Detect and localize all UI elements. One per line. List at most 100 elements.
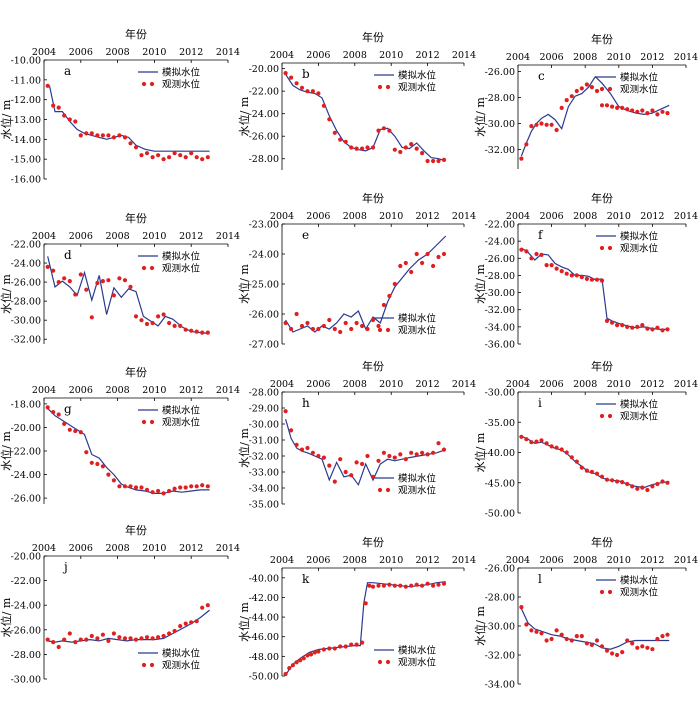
observed-point [625, 638, 630, 643]
panel-letter: l [538, 572, 542, 586]
legend-dot-swatch [385, 487, 391, 493]
chart-panel-f: 年份 2004 2006 2008 2010 2012 2014 -22.00 -24.00 -2… [473, 191, 698, 351]
y-tick-label: -24.00 [249, 250, 279, 261]
observed-point [436, 158, 441, 164]
observed-point [594, 471, 600, 476]
chart-panel-l: 年份 2004 2006 2008 2010 2012 2014 -26.00 -28.00 -3… [473, 535, 698, 691]
x-tick-label: 2010 [379, 211, 403, 222]
observed-point [205, 155, 210, 160]
observed-point [604, 103, 610, 108]
observed-point [294, 311, 299, 317]
observed-point [84, 637, 89, 642]
observed-point [409, 269, 414, 275]
observed-point [305, 320, 310, 326]
observed-point [554, 628, 559, 633]
observed-point [610, 651, 615, 656]
observed-point [414, 146, 419, 151]
panel-letter: k [302, 572, 310, 586]
observed-point [183, 485, 188, 490]
observed-point [544, 263, 549, 268]
observed-point [343, 320, 348, 326]
observed-point [150, 490, 155, 495]
observed-point [354, 146, 359, 151]
y-tick-label: -26.00 [11, 494, 41, 505]
observed-point [122, 135, 128, 140]
y-tick-label: -30.00 [485, 119, 515, 130]
x-tick-label: 2014 [452, 211, 476, 222]
observed-point [420, 260, 425, 266]
x-tick-label: 2010 [607, 211, 631, 222]
y-tick-label: -30.00 [485, 622, 515, 633]
observed-point [338, 457, 343, 462]
x-tick-label: 2008 [106, 543, 130, 554]
observed-point [349, 145, 354, 150]
y-tick-label: -20.00 [249, 64, 279, 75]
chart-panel-b: 年份 2004 2006 2008 2010 2012 2014 -20.00 -22.00 -2… [237, 30, 476, 170]
observed-point [343, 139, 348, 144]
simulated-series-line [47, 408, 210, 494]
observed-point [194, 619, 199, 624]
x-tick-label: 2008 [573, 379, 597, 390]
observed-point [615, 105, 620, 110]
panel-letter: i [538, 396, 542, 410]
legend-dot-swatch [149, 81, 155, 87]
x-tick-label: 2012 [640, 555, 664, 566]
observed-point [301, 656, 306, 661]
observed-point [287, 666, 292, 671]
y-tick-label: -28.00 [485, 593, 515, 604]
observed-point [665, 632, 670, 637]
observed-point [67, 427, 72, 432]
chart-panel-h: 年份 2004 2006 2008 2010 2012 2014 -28.00 -29.00 -3… [237, 359, 476, 511]
observed-point [584, 276, 590, 281]
x-tick-label: 2014 [674, 52, 698, 63]
observed-point [436, 254, 441, 260]
observed-point [310, 450, 315, 455]
observed-point [529, 256, 534, 261]
y-tick-label: -26.00 [485, 67, 515, 78]
observed-point [62, 421, 67, 426]
observed-point [117, 133, 122, 138]
observed-point [604, 477, 610, 482]
observed-point [655, 112, 660, 117]
observed-point [106, 278, 111, 283]
observed-point [549, 263, 554, 268]
observed-point [95, 461, 100, 467]
observed-point [62, 276, 67, 281]
observed-point [625, 107, 630, 112]
observed-point [441, 251, 447, 257]
y-axis-title: 水位/ m [473, 97, 487, 137]
observed-point [365, 453, 370, 459]
observed-point [539, 121, 544, 126]
y-tick-label: -50.00 [485, 509, 515, 520]
y-tick-label: -30.00 [11, 316, 41, 327]
observed-point [139, 485, 144, 490]
observed-point [630, 484, 635, 489]
observed-point [354, 642, 359, 647]
observed-point [524, 437, 529, 442]
legend-dot-swatch [141, 265, 147, 271]
observed-point [534, 122, 539, 127]
observed-point [392, 583, 397, 588]
observed-point [425, 452, 430, 457]
x-tick-label: 2014 [216, 543, 240, 554]
x-axis-title: 年份 [125, 27, 147, 41]
chart-panel-g: 年份 2004 2006 2008 2010 2012 2014 -18.00 -20.00 -2… [0, 365, 240, 505]
observed-point [332, 326, 337, 332]
y-tick-label: -45.00 [485, 478, 515, 489]
panel-letter: c [538, 69, 545, 83]
observed-point [381, 583, 386, 588]
observed-point [599, 474, 605, 479]
observed-point [327, 646, 332, 651]
observed-point [425, 158, 430, 164]
observed-point [360, 640, 365, 645]
observed-point [354, 460, 359, 465]
y-tick-label: -22.00 [249, 87, 279, 98]
legend-dot-swatch [599, 245, 605, 251]
observed-point [316, 326, 321, 332]
observed-point [299, 447, 305, 452]
observed-point [376, 458, 381, 463]
x-tick-label: 2014 [452, 555, 476, 566]
x-tick-label: 2006 [540, 379, 564, 390]
